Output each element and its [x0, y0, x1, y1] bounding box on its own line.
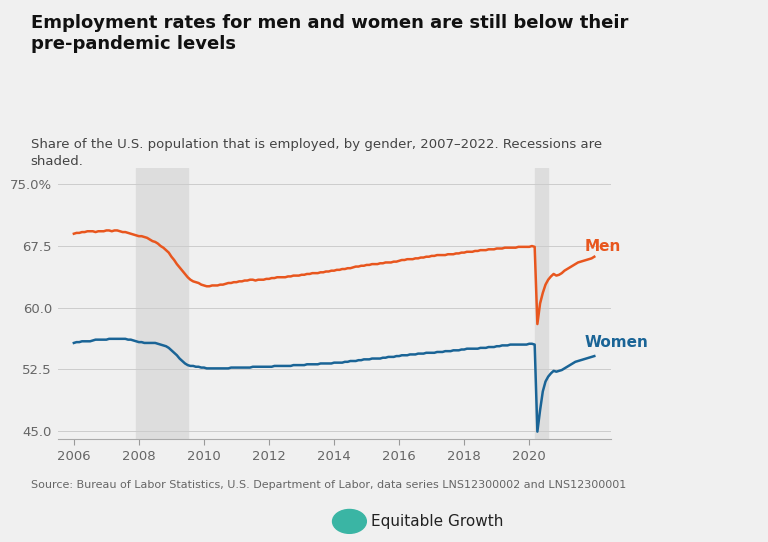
Text: Employment rates for men and women are still below their
pre-pandemic levels: Employment rates for men and women are s…: [31, 14, 628, 53]
Text: Men: Men: [584, 240, 621, 254]
Text: Source: Bureau of Labor Statistics, U.S. Department of Labor, data series LNS123: Source: Bureau of Labor Statistics, U.S.…: [31, 480, 626, 489]
Text: Women: Women: [584, 334, 648, 350]
Bar: [535, 168, 548, 439]
Text: Share of the U.S. population that is employed, by gender, 2007–2022. Recessions : Share of the U.S. population that is emp…: [31, 138, 602, 167]
Bar: [136, 168, 187, 439]
Text: Equitable Growth: Equitable Growth: [371, 514, 503, 529]
